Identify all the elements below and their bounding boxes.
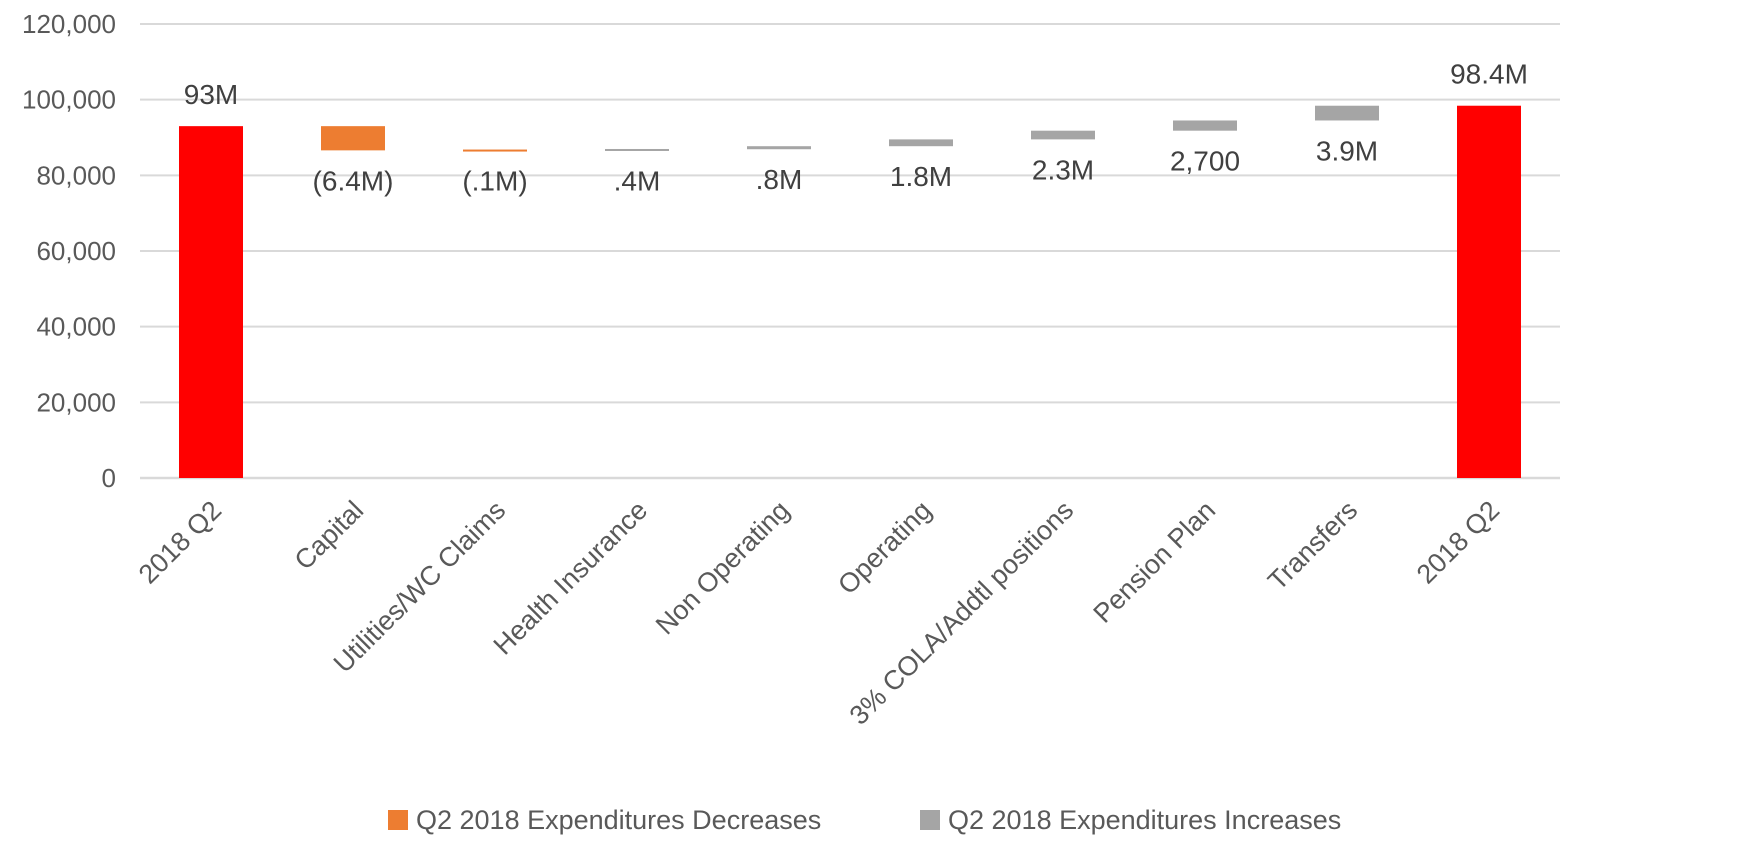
y-tick-label: 20,000 bbox=[36, 387, 116, 417]
x-tick-label: Pension Plan bbox=[1088, 495, 1222, 629]
bar-increase bbox=[747, 146, 811, 150]
data-label: 3.9M bbox=[1316, 135, 1378, 166]
data-label: 2,700 bbox=[1170, 146, 1240, 177]
legend: Q2 2018 Expenditures Decreases Q2 2018 Ex… bbox=[388, 805, 1341, 835]
data-label: 93M bbox=[184, 79, 238, 110]
data-label: 98.4M bbox=[1450, 59, 1528, 90]
x-tick-label: Capital bbox=[289, 495, 370, 576]
legend-swatch-decrease bbox=[388, 810, 408, 830]
data-label: .4M bbox=[614, 166, 661, 197]
bar-increase bbox=[605, 148, 669, 151]
bar-total bbox=[179, 126, 243, 479]
y-tick-label: 60,000 bbox=[36, 236, 116, 266]
legend-label: Q2 2018 Expenditures Increases bbox=[948, 805, 1341, 835]
y-tick-label: 80,000 bbox=[36, 160, 116, 190]
data-label: (.1M) bbox=[462, 166, 527, 197]
y-axis-ticks: 0 20,000 40,000 60,000 80,000 100,000 120,000 bbox=[22, 9, 116, 493]
bar-increase bbox=[889, 139, 953, 147]
bar-decrease bbox=[463, 149, 527, 152]
x-tick-label: 3% COLA/Addtl positions bbox=[844, 495, 1080, 731]
data-label: .8M bbox=[756, 164, 803, 195]
bar-total bbox=[1457, 105, 1521, 478]
y-tick-label: 0 bbox=[102, 463, 116, 493]
x-tick-label: Non Operating bbox=[650, 495, 795, 640]
data-label: 2.3M bbox=[1032, 154, 1094, 185]
bar-decrease bbox=[321, 126, 385, 151]
y-tick-label: 120,000 bbox=[22, 9, 116, 39]
y-tick-label: 40,000 bbox=[36, 312, 116, 342]
y-tick-label: 100,000 bbox=[22, 85, 116, 115]
x-tick-label: Health Insurance bbox=[488, 495, 654, 661]
x-tick-label: Transfers bbox=[1262, 495, 1363, 596]
x-tick-label: 2018 Q2 bbox=[1411, 495, 1505, 589]
legend-swatch-increase bbox=[920, 810, 940, 830]
bar-increase bbox=[1031, 130, 1095, 140]
x-tick-label: Operating bbox=[832, 495, 937, 600]
data-label: 1.8M bbox=[890, 161, 952, 192]
bar-increase bbox=[1173, 120, 1237, 131]
bars bbox=[179, 105, 1521, 479]
data-label: (6.4M) bbox=[313, 165, 394, 196]
legend-label: Q2 2018 Expenditures Decreases bbox=[416, 805, 821, 835]
data-labels: 93M (6.4M) (.1M) .4M .8M 1.8M 2.3M 2,700 3.9M 98.… bbox=[184, 59, 1528, 197]
x-tick-label: 2018 Q2 bbox=[133, 495, 227, 589]
gridlines bbox=[140, 23, 1560, 480]
bar-increase bbox=[1315, 105, 1379, 121]
